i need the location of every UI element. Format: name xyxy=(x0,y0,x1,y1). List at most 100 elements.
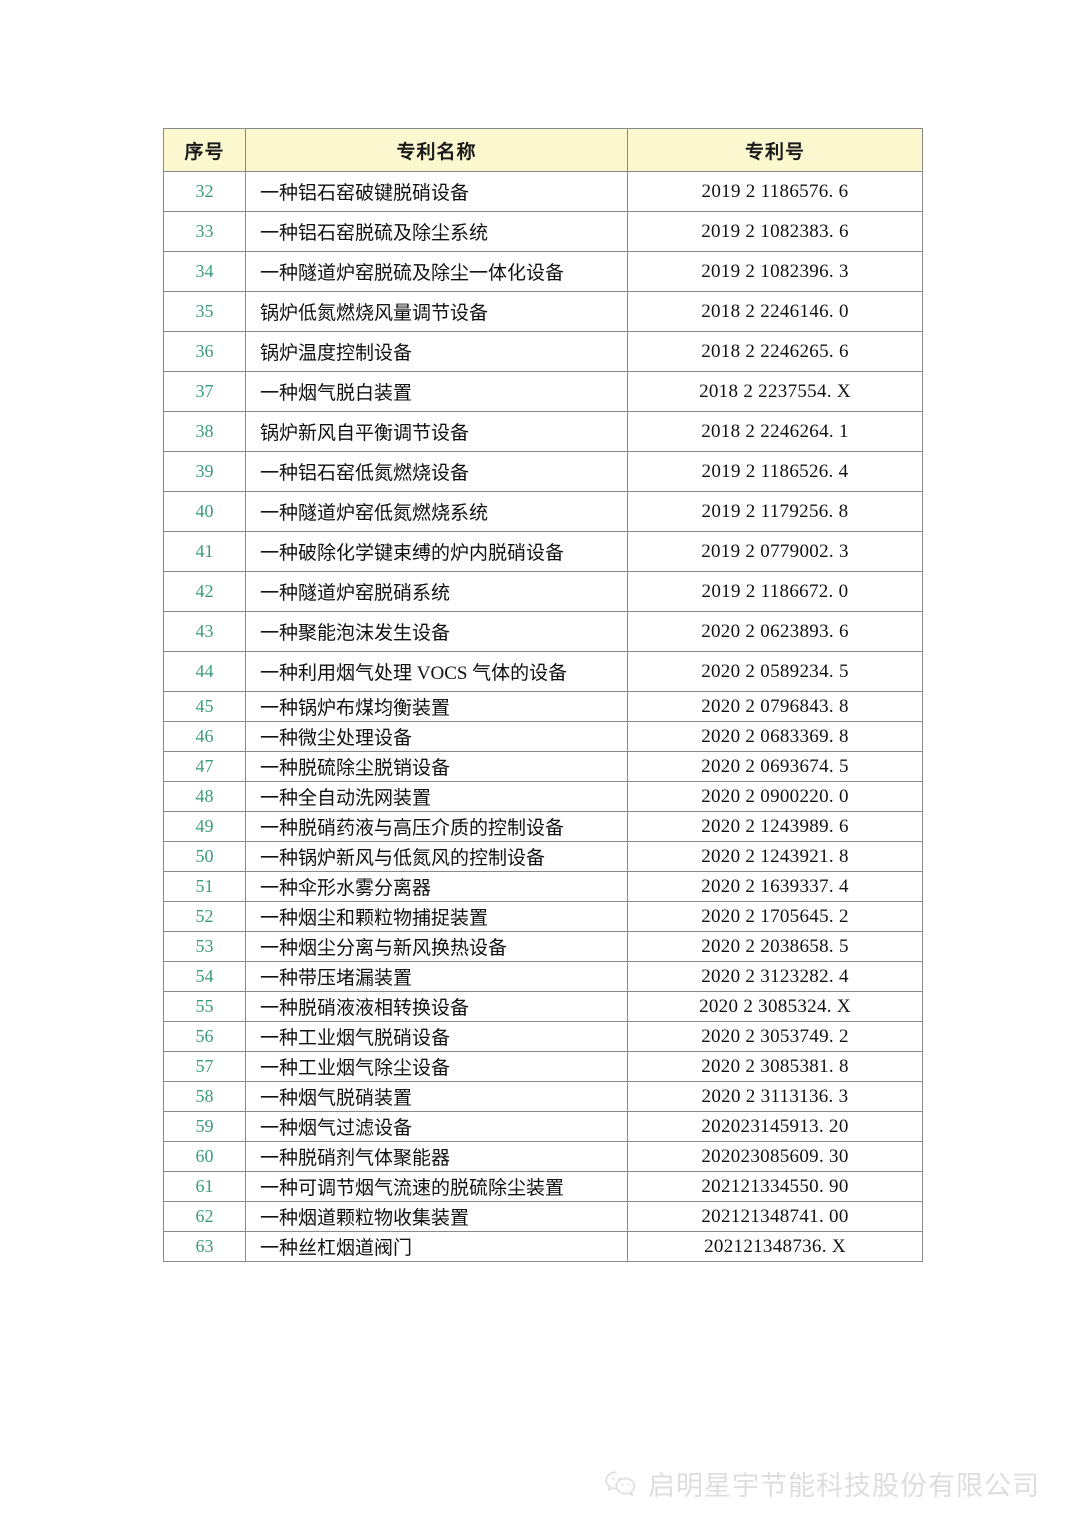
cell-sequence: 40 xyxy=(163,491,246,532)
cell-patent-number: 2020 2 3113136. 3 xyxy=(627,1081,923,1112)
cell-patent-name: 一种脱硝药液与高压介质的控制设备 xyxy=(245,811,628,842)
cell-patent-number: 2018 2 2246146. 0 xyxy=(627,291,923,332)
watermark-text: 启明星宇节能科技股份有限公司 xyxy=(648,1471,1040,1501)
cell-patent-number: 2018 2 2246265. 6 xyxy=(627,331,923,372)
cell-sequence: 36 xyxy=(163,331,246,372)
table-row: 47 一种脱硫除尘脱销设备 2020 2 0693674. 5 xyxy=(163,751,923,782)
table-row: 33 一种铝石窑脱硫及除尘系统 2019 2 1082383. 6 xyxy=(163,211,923,252)
cell-patent-number: 2020 2 0623893. 6 xyxy=(627,611,923,652)
cell-patent-name: 一种烟尘分离与新风换热设备 xyxy=(245,931,628,962)
cell-patent-number: 2020 2 1705645. 2 xyxy=(627,901,923,932)
table-row: 40 一种隧道炉窑低氮燃烧系统 2019 2 1179256. 8 xyxy=(163,491,923,532)
cell-patent-name: 一种微尘处理设备 xyxy=(245,721,628,752)
cell-sequence: 55 xyxy=(163,991,246,1022)
cell-patent-number: 2020 2 1639337. 4 xyxy=(627,871,923,902)
header-row: 序号 专利名称 专利号 xyxy=(163,128,923,172)
table-row: 57 一种工业烟气除尘设备 2020 2 3085381. 8 xyxy=(163,1051,923,1082)
cell-sequence: 46 xyxy=(163,721,246,752)
cell-sequence: 61 xyxy=(163,1171,246,1202)
cell-patent-name: 一种铝石窑破键脱硝设备 xyxy=(245,171,628,212)
cell-patent-name: 一种破除化学键束缚的炉内脱硝设备 xyxy=(245,531,628,572)
cell-sequence: 39 xyxy=(163,451,246,492)
cell-patent-number: 2019 2 1186576. 6 xyxy=(627,171,923,212)
table-row: 46 一种微尘处理设备 2020 2 0683369. 8 xyxy=(163,721,923,752)
cell-patent-number: 2019 2 1186526. 4 xyxy=(627,451,923,492)
table-row: 56 一种工业烟气脱硝设备 2020 2 3053749. 2 xyxy=(163,1021,923,1052)
cell-patent-number: 2019 2 0779002. 3 xyxy=(627,531,923,572)
cell-sequence: 54 xyxy=(163,961,246,992)
cell-patent-name: 一种烟气过滤设备 xyxy=(245,1111,628,1142)
cell-sequence: 52 xyxy=(163,901,246,932)
cell-patent-name: 一种带压堵漏装置 xyxy=(245,961,628,992)
cell-sequence: 59 xyxy=(163,1111,246,1142)
patent-table: 序号 专利名称 专利号 32 一种铝石窑破键脱硝设备 2019 2 1186576.… xyxy=(163,128,923,1262)
cell-sequence: 63 xyxy=(163,1231,246,1262)
cell-patent-number: 2020 2 3085324. X xyxy=(627,991,923,1022)
cell-patent-number: 2018 2 2237554. X xyxy=(627,371,923,412)
cell-sequence: 34 xyxy=(163,251,246,292)
table-row: 49 一种脱硝药液与高压介质的控制设备 2020 2 1243989. 6 xyxy=(163,811,923,842)
table-row: 58 一种烟气脱硝装置 2020 2 3113136. 3 xyxy=(163,1081,923,1112)
table-row: 38 锅炉新风自平衡调节设备 2018 2 2246264. 1 xyxy=(163,411,923,452)
cell-sequence: 44 xyxy=(163,651,246,692)
cell-sequence: 41 xyxy=(163,531,246,572)
table-row: 63 一种丝杠烟道阀门 202121348736. X xyxy=(163,1231,923,1262)
cell-patent-name: 一种锅炉新风与低氮风的控制设备 xyxy=(245,841,628,872)
table-row: 51 一种伞形水雾分离器 2020 2 1639337. 4 xyxy=(163,871,923,902)
cell-sequence: 49 xyxy=(163,811,246,842)
cell-patent-number: 2020 2 0900220. 0 xyxy=(627,781,923,812)
cell-patent-name: 一种隧道炉窑脱硫及除尘一体化设备 xyxy=(245,251,628,292)
cell-patent-number: 202121348736. X xyxy=(627,1231,923,1262)
cell-patent-name: 一种利用烟气处理 VOCS 气体的设备 xyxy=(245,651,628,692)
column-header-patent-number: 专利号 xyxy=(627,128,923,172)
cell-sequence: 35 xyxy=(163,291,246,332)
cell-sequence: 62 xyxy=(163,1201,246,1232)
cell-sequence: 50 xyxy=(163,841,246,872)
table-row: 45 一种锅炉布煤均衡装置 2020 2 0796843. 8 xyxy=(163,691,923,722)
column-header-patent-name: 专利名称 xyxy=(245,128,628,172)
cell-sequence: 45 xyxy=(163,691,246,722)
table-row: 54 一种带压堵漏装置 2020 2 3123282. 4 xyxy=(163,961,923,992)
cell-patent-number: 2020 2 0693674. 5 xyxy=(627,751,923,782)
cell-sequence: 60 xyxy=(163,1141,246,1172)
table-row: 60 一种脱硝剂气体聚能器 202023085609. 30 xyxy=(163,1141,923,1172)
cell-sequence: 53 xyxy=(163,931,246,962)
cell-patent-name: 一种脱硫除尘脱销设备 xyxy=(245,751,628,782)
cell-patent-name: 一种工业烟气除尘设备 xyxy=(245,1051,628,1082)
table-row: 52 一种烟尘和颗粒物捕捉装置 2020 2 1705645. 2 xyxy=(163,901,923,932)
table-row: 61 一种可调节烟气流速的脱硫除尘装置 202121334550. 90 xyxy=(163,1171,923,1202)
cell-patent-number: 2020 2 2038658. 5 xyxy=(627,931,923,962)
cell-patent-number: 2019 2 1082396. 3 xyxy=(627,251,923,292)
cell-sequence: 57 xyxy=(163,1051,246,1082)
cell-patent-number: 2020 2 0796843. 8 xyxy=(627,691,923,722)
cell-sequence: 43 xyxy=(163,611,246,652)
cell-patent-number: 202023145913. 20 xyxy=(627,1111,923,1142)
cell-patent-name: 一种脱硝液液相转换设备 xyxy=(245,991,628,1022)
table-row: 59 一种烟气过滤设备 202023145913. 20 xyxy=(163,1111,923,1142)
cell-patent-number: 2019 2 1179256. 8 xyxy=(627,491,923,532)
table-row: 48 一种全自动洗网装置 2020 2 0900220. 0 xyxy=(163,781,923,812)
table-row: 32 一种铝石窑破键脱硝设备 2019 2 1186576. 6 xyxy=(163,171,923,212)
cell-patent-name: 一种隧道炉窑低氮燃烧系统 xyxy=(245,491,628,532)
cell-patent-name: 一种隧道炉窑脱硝系统 xyxy=(245,571,628,612)
table-row: 55 一种脱硝液液相转换设备 2020 2 3085324. X xyxy=(163,991,923,1022)
cell-patent-name: 一种脱硝剂气体聚能器 xyxy=(245,1141,628,1172)
table-row: 44 一种利用烟气处理 VOCS 气体的设备 2020 2 0589234. 5 xyxy=(163,651,923,692)
cell-patent-name: 一种烟气脱白装置 xyxy=(245,371,628,412)
cell-patent-name: 一种铝石窑脱硫及除尘系统 xyxy=(245,211,628,252)
cell-patent-name: 一种锅炉布煤均衡装置 xyxy=(245,691,628,722)
cell-patent-name: 锅炉新风自平衡调节设备 xyxy=(245,411,628,452)
cell-patent-name: 一种丝杠烟道阀门 xyxy=(245,1231,628,1262)
cell-sequence: 51 xyxy=(163,871,246,902)
cell-patent-name: 一种铝石窑低氮燃烧设备 xyxy=(245,451,628,492)
table-row: 50 一种锅炉新风与低氮风的控制设备 2020 2 1243921. 8 xyxy=(163,841,923,872)
cell-patent-name: 锅炉低氮燃烧风量调节设备 xyxy=(245,291,628,332)
wechat-icon xyxy=(604,1469,638,1499)
table-header: 序号 专利名称 专利号 xyxy=(163,128,923,172)
cell-patent-number: 202121334550. 90 xyxy=(627,1171,923,1202)
column-header-sequence: 序号 xyxy=(163,128,246,172)
cell-patent-number: 2019 2 1186672. 0 xyxy=(627,571,923,612)
table-row: 34 一种隧道炉窑脱硫及除尘一体化设备 2019 2 1082396. 3 xyxy=(163,251,923,292)
cell-patent-number: 2020 2 0683369. 8 xyxy=(627,721,923,752)
table-row: 62 一种烟道颗粒物收集装置 202121348741. 00 xyxy=(163,1201,923,1232)
